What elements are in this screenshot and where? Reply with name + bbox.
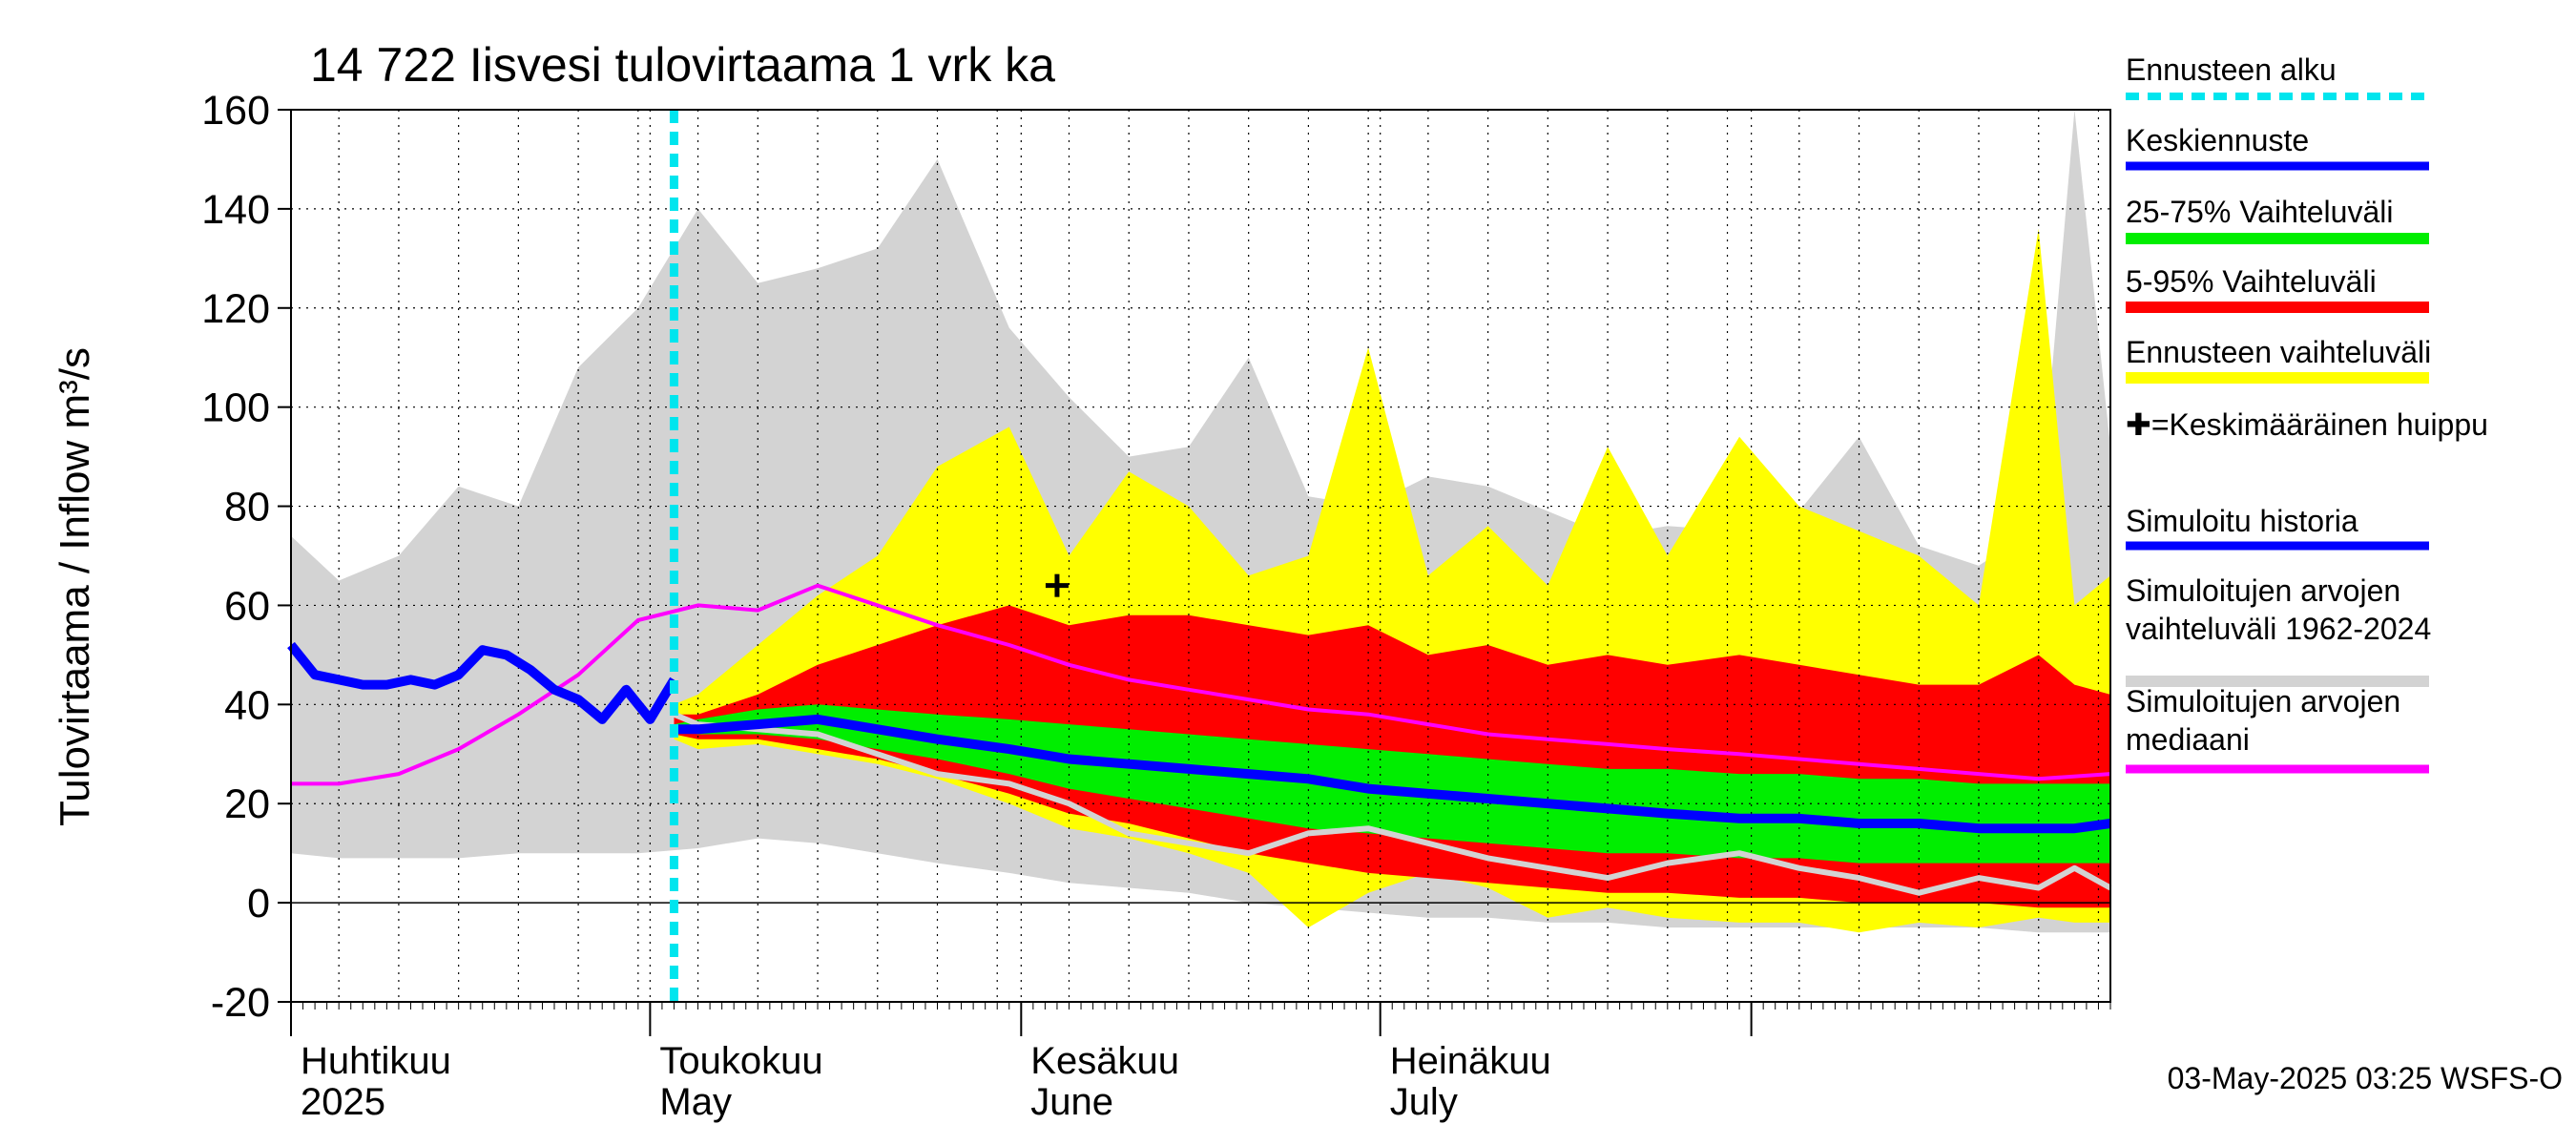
y-tick-label: 160 (201, 88, 270, 134)
month-label-en: July (1390, 1081, 1458, 1123)
month-label: Heinäkuu (1390, 1040, 1551, 1082)
line-sim-history-continuation (673, 711, 2112, 896)
legend-label: Simuloitujen arvojen (2126, 573, 2400, 608)
y-tick-label: 120 (201, 286, 270, 332)
y-tick-label: 0 (247, 881, 270, 926)
lines-layer (287, 110, 2112, 1002)
legend-label: mediaani (2126, 722, 2250, 757)
plot-area (287, 109, 2112, 1003)
grid-layer (290, 110, 2110, 1002)
line-mean-forecast (674, 714, 2111, 834)
month-label: Toukokuu (659, 1040, 822, 1082)
legend-label: 25-75% Vaihteluväli (2126, 195, 2393, 229)
month-label-en: June (1030, 1081, 1113, 1123)
legend-label: ✚=Keskimääräinen huippu (2126, 407, 2488, 442)
month-label: Huhtikuu (301, 1040, 451, 1082)
y-tick-label: -20 (211, 980, 270, 1026)
legend-label: Ennusteen vaihteluväli (2126, 335, 2431, 369)
line-simulated-median (291, 583, 2111, 786)
month-label: Kesäkuu (1030, 1040, 1179, 1082)
legend-label: Simuloitu historia (2126, 504, 2358, 538)
legend-label: 5-95% Vaihteluväli (2126, 264, 2377, 299)
bands-layer (291, 110, 2110, 933)
y-axis-label: Tulovirtaama / Inflow m³/s (52, 347, 98, 826)
month-label-en: May (659, 1081, 732, 1123)
line-simulated-history (287, 641, 678, 724)
y-tick-label: 140 (201, 187, 270, 233)
month-label-en: 2025 (301, 1081, 385, 1123)
y-tick-label: 80 (224, 485, 270, 531)
y-tick-label: 100 (201, 385, 270, 431)
legend-label: Ennusteen alku (2126, 52, 2337, 87)
chart-title: 14 722 Iisvesi tulovirtaama 1 vrk ka (310, 38, 1055, 92)
y-tick-label: 20 (224, 781, 270, 827)
legend-label: vaihteluväli 1962-2024 (2126, 612, 2431, 646)
legend-label: Simuloitujen arvojen (2126, 684, 2400, 718)
legend-label: Keskiennuste (2126, 123, 2309, 157)
legend: Ennusteen alku Keskiennuste 25-75% Vaihtel… (2126, 52, 2488, 774)
footer-timestamp: 03-May-2025 03:25 WSFS-O (2168, 1061, 2563, 1095)
y-tick-label: 40 (224, 682, 270, 728)
mean-peak-marker (1045, 573, 1069, 597)
band-25-75 (674, 704, 2110, 864)
y-tick-label: 60 (224, 583, 270, 629)
